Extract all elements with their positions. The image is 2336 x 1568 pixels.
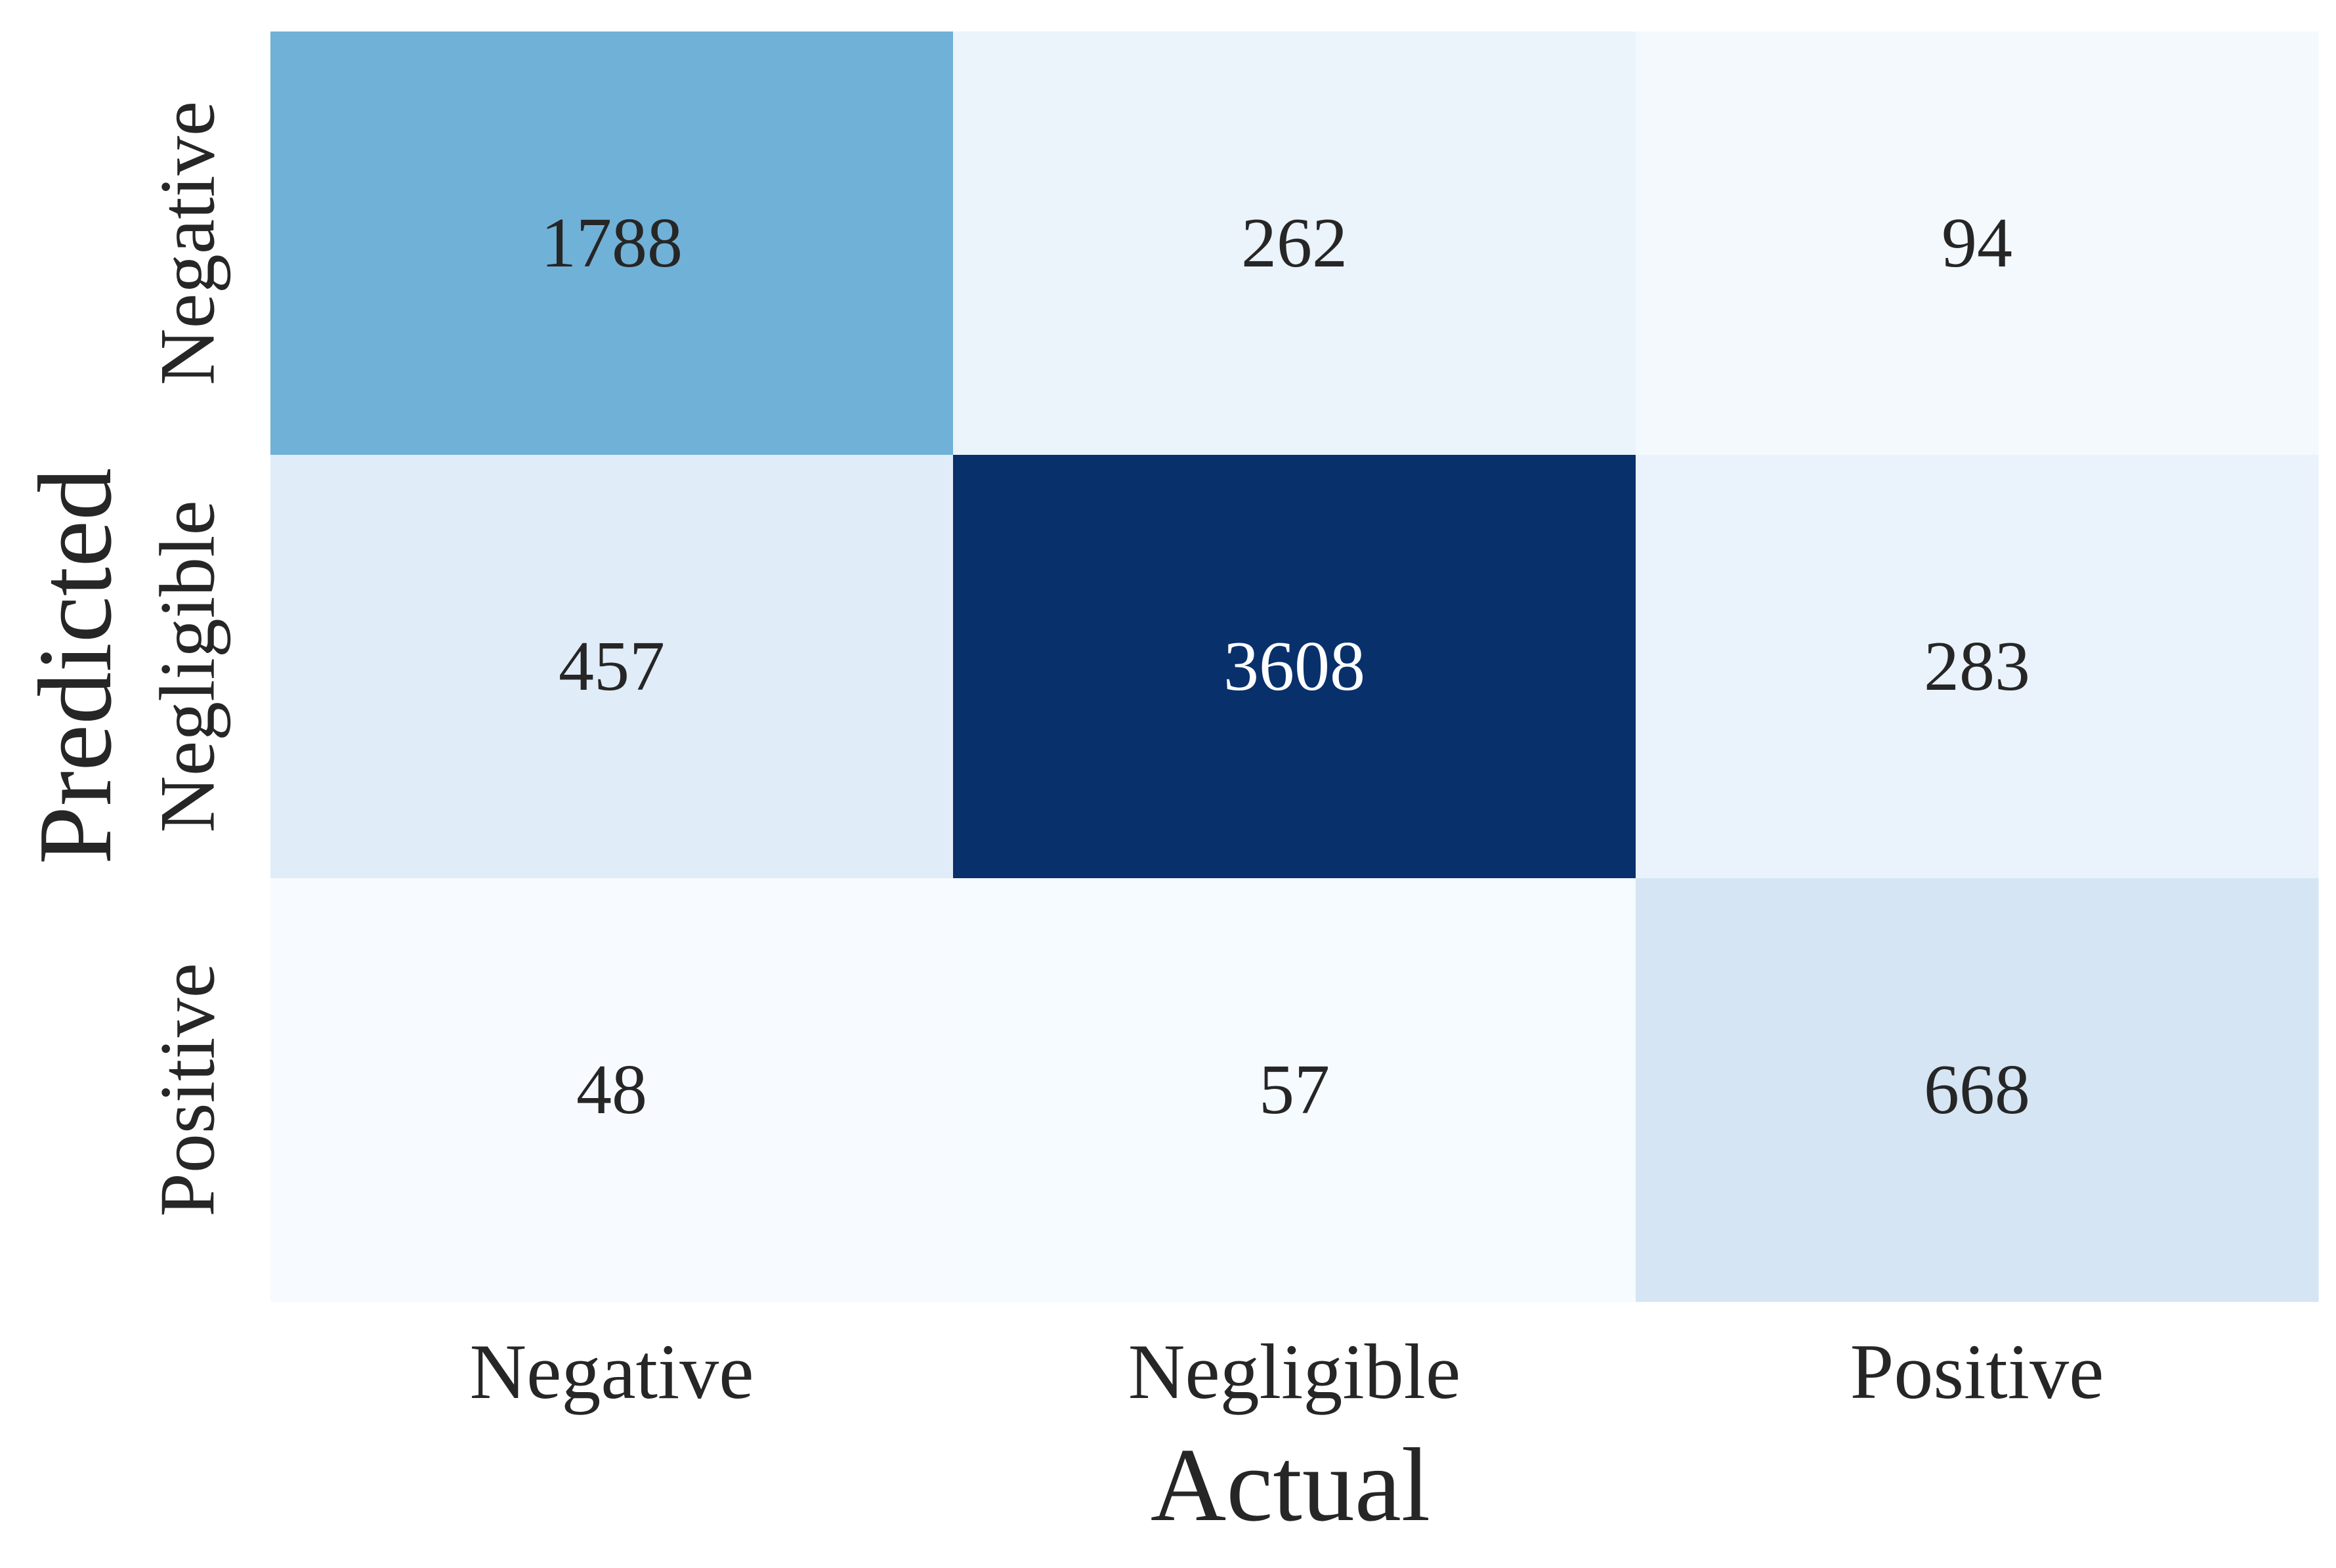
heatmap-cell-negligible-positive — [1636, 455, 2319, 879]
heatmap-cell-positive-negligible — [953, 878, 1636, 1302]
y-tick-label-positive: Positive — [144, 963, 231, 1217]
cell-value-label: 3608 — [1223, 627, 1365, 706]
y-tick-label-negligible: Negligible — [144, 500, 231, 833]
heatmap-cell-positive-positive — [1636, 878, 2319, 1302]
y-tick-labels: Negative Negligible Positive — [144, 101, 231, 1217]
x-tick-label-positive: Positive — [1850, 1328, 2104, 1415]
cell-value-label: 48 — [576, 1051, 647, 1129]
x-tick-label-negative: Negative — [469, 1328, 754, 1415]
heatmap-cell-negligible-negligible — [953, 455, 1636, 879]
cell-value-label: 457 — [559, 627, 665, 706]
y-tick-label-negative: Negative — [144, 101, 231, 385]
cell-value-label: 94 — [1942, 204, 2012, 282]
x-tick-label-negligible: Negligible — [1128, 1328, 1461, 1415]
heatmap-cells — [270, 32, 2319, 1302]
heatmap-cell-negligible-negative — [270, 455, 954, 879]
cell-value-label: 283 — [1924, 627, 2030, 706]
cell-value-label: 262 — [1241, 204, 1348, 282]
cell-value-label: 1788 — [541, 204, 683, 282]
y-axis-label: Predicted — [16, 468, 133, 864]
heatmap-cell-negative-negative — [270, 32, 954, 456]
heatmap-cell-positive-negative — [270, 878, 954, 1302]
heatmap-cell-labels: 1788 262 94 457 3608 283 48 57 668 — [541, 204, 2030, 1129]
x-tick-labels: Negative Negligible Positive — [469, 1328, 2104, 1415]
x-axis-label: Actual — [1151, 1426, 1430, 1543]
heatmap-cell-negative-negligible — [953, 32, 1636, 456]
heatmap-cell-negative-positive — [1636, 32, 2319, 456]
cell-value-label: 668 — [1924, 1051, 2030, 1129]
cell-value-label: 57 — [1259, 1051, 1330, 1129]
